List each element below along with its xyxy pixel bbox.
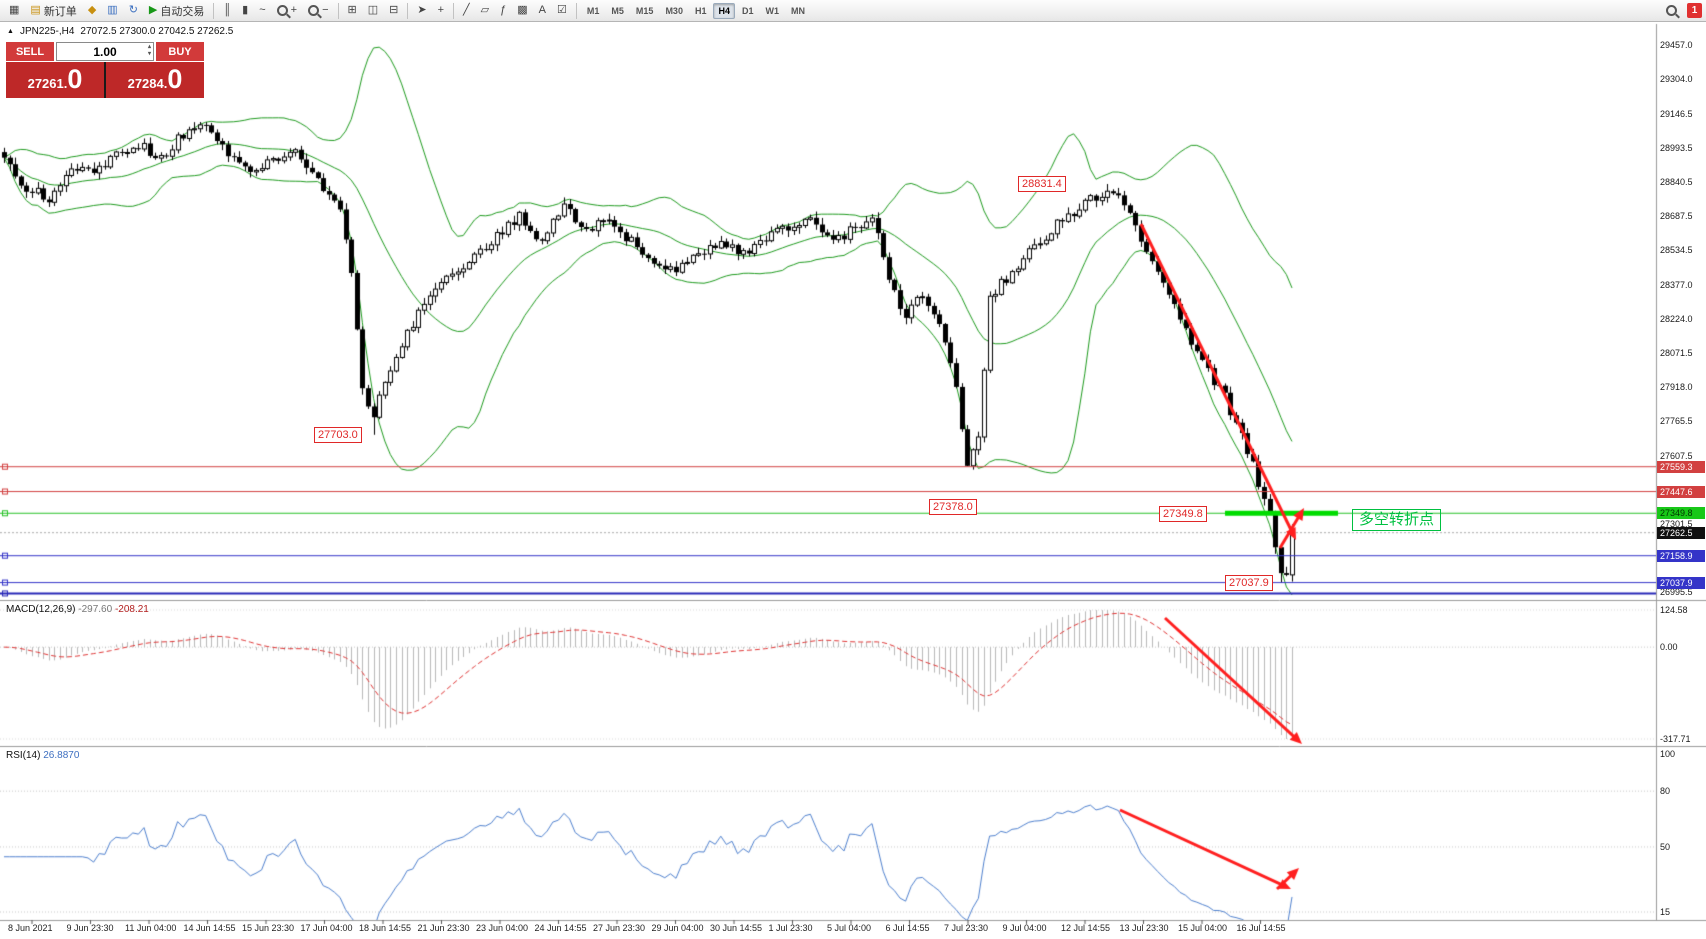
tile-horizontal-button[interactable]: ⊟ <box>384 2 403 19</box>
spin-up-icon: ▴ <box>147 44 151 50</box>
sell-price-big-digit: 0 <box>67 64 83 94</box>
macd-main-value: -297.60 <box>78 604 113 615</box>
main-toolbar: ▦ ▤ 新订单 ◆ ▥ ↻ ▶ 自动交易 ║ ▮ ~ + − ⊞ ◫ ⊟ ➤ +… <box>0 0 1706 22</box>
autotrading-label: 自动交易 <box>160 5 205 18</box>
tile-grid-icon: ⊞ <box>347 4 357 16</box>
zoom-in-icon <box>276 5 288 16</box>
crosshair-tool-button[interactable]: + <box>433 2 449 19</box>
toolbar-separator <box>337 2 339 19</box>
macd-signal-value: -208.21 <box>114 604 149 615</box>
new-order-icon: ▤ <box>30 4 41 16</box>
timeframe-m1[interactable]: M1 <box>586 5 600 16</box>
chart-line-button[interactable]: ~ <box>254 2 270 19</box>
buy-button[interactable]: BUY <box>156 42 204 61</box>
text-tool-button[interactable]: A <box>534 2 551 19</box>
rsi-indicator-label: RSI(14) 26.8870 <box>6 750 79 761</box>
timeframe-m30[interactable]: M30 <box>665 5 683 16</box>
rsi-value: 26.8870 <box>43 750 80 761</box>
new-order-button[interactable]: ▤ 新订单 <box>25 2 81 19</box>
volume-input[interactable]: 1.00 ▴ ▾ <box>56 42 154 61</box>
buy-price-big-digit: 0 <box>167 64 183 94</box>
rsi-name: RSI(14) <box>6 750 41 761</box>
buy-price[interactable]: 27284. 0 <box>106 62 204 98</box>
search-button[interactable] <box>1661 2 1682 19</box>
bars-chart-icon: ║ <box>223 4 232 16</box>
volume-value: 1.00 <box>93 44 117 59</box>
minus-icon: − <box>322 4 329 16</box>
chart-bars-button[interactable]: ║ <box>218 2 236 19</box>
channel-icon: ▱ <box>480 4 490 16</box>
autotrading-play-icon: ▶ <box>148 4 158 16</box>
line-chart-icon: ~ <box>259 4 266 16</box>
cascade-icon: ◫ <box>367 4 379 16</box>
refresh-button[interactable]: ↻ <box>124 2 143 19</box>
market-watch-icon: ▥ <box>107 4 118 16</box>
trendline-tool-button[interactable]: ╱ <box>458 2 475 19</box>
refresh-icon: ↻ <box>128 4 138 16</box>
text-tool-icon: A <box>538 4 547 16</box>
timeframe-m5[interactable]: M5 <box>611 5 624 16</box>
symbol-ohlc-values: 27072.5 27300.0 27042.5 27262.5 <box>80 26 234 37</box>
cursor-icon: ➤ <box>417 4 427 16</box>
timeframe-h1[interactable]: H1 <box>694 5 707 16</box>
buy-price-main: 27284. <box>127 76 168 91</box>
spin-down-icon: ▾ <box>147 51 151 57</box>
plus-icon: + <box>290 4 298 16</box>
trendline-icon: ╱ <box>463 4 470 16</box>
toolbar-separator <box>407 2 409 19</box>
chart-ohlc-info: ▲ JPN225-,H4 27072.5 27300.0 27042.5 272… <box>7 26 233 37</box>
macd-indicator-label: MACD(12,26,9) -297.60 -208.21 <box>6 604 149 615</box>
toolbar-separator <box>575 2 577 19</box>
symbol-marker-icon: ▲ <box>7 28 14 35</box>
timeframe-d1[interactable]: D1 <box>741 5 754 16</box>
tile-horizontal-icon: ⊟ <box>389 4 399 16</box>
cursor-tool-button[interactable]: ➤ <box>412 2 431 19</box>
volume-stepper[interactable]: ▴ ▾ <box>148 44 151 58</box>
chart-candles-button[interactable]: ▮ <box>237 2 253 19</box>
timeframe-m15[interactable]: M15 <box>635 5 654 16</box>
cascade-windows-button[interactable]: ◫ <box>363 2 383 19</box>
search-icon <box>1666 5 1677 16</box>
timeframe-mn[interactable]: MN <box>791 5 805 16</box>
channel-tool-button[interactable]: ▱ <box>476 2 494 19</box>
candles-chart-icon: ▮ <box>242 4 249 16</box>
sell-price-main: 27261. <box>27 76 68 91</box>
market-watch-button[interactable]: ▥ <box>102 2 122 19</box>
toolbar-separator <box>213 2 215 19</box>
arrows-tool-button[interactable]: ☑ <box>552 2 572 19</box>
notification-badge[interactable]: 1 <box>1687 3 1702 18</box>
text-annotation: 多空转折点 <box>1352 509 1442 531</box>
shapes-icon: ▩ <box>517 4 528 16</box>
new-chart-button[interactable]: ▦ <box>4 2 24 19</box>
arrows-tool-icon: ☑ <box>557 4 567 16</box>
new-chart-icon: ▦ <box>9 4 20 16</box>
zoom-out-icon <box>308 5 320 16</box>
symbol-name: JPN225-,H4 <box>19 26 75 37</box>
timeframe-group: M1 M5 M15 M30 H1 H4 D1 W1 MN <box>581 2 811 19</box>
sell-button[interactable]: SELL <box>6 42 54 61</box>
toolbar-separator <box>453 2 455 19</box>
tile-windows-button[interactable]: ⊞ <box>343 2 362 19</box>
one-click-trading-panel: SELL 1.00 ▴ ▾ BUY 27261. 0 27284. 0 <box>6 42 204 98</box>
crosshair-icon: + <box>437 4 445 16</box>
sell-price[interactable]: 27261. 0 <box>6 62 104 98</box>
new-order-label: 新订单 <box>43 5 77 18</box>
favorites-icon: ◆ <box>87 4 97 16</box>
autotrading-button[interactable]: ▶ 自动交易 <box>144 2 209 19</box>
timeframe-h4[interactable]: H4 <box>713 2 735 19</box>
zoom-in-button[interactable]: + <box>272 2 302 19</box>
macd-name: MACD(12,26,9) <box>6 604 76 615</box>
favorites-button[interactable]: ◆ <box>83 2 101 19</box>
fibonacci-tool-button[interactable]: ƒ <box>495 2 511 19</box>
shapes-tool-button[interactable]: ▩ <box>512 2 532 19</box>
timeframe-w1[interactable]: W1 <box>765 5 780 16</box>
zoom-out-button[interactable]: − <box>303 2 333 19</box>
fibonacci-icon: ƒ <box>500 4 507 16</box>
